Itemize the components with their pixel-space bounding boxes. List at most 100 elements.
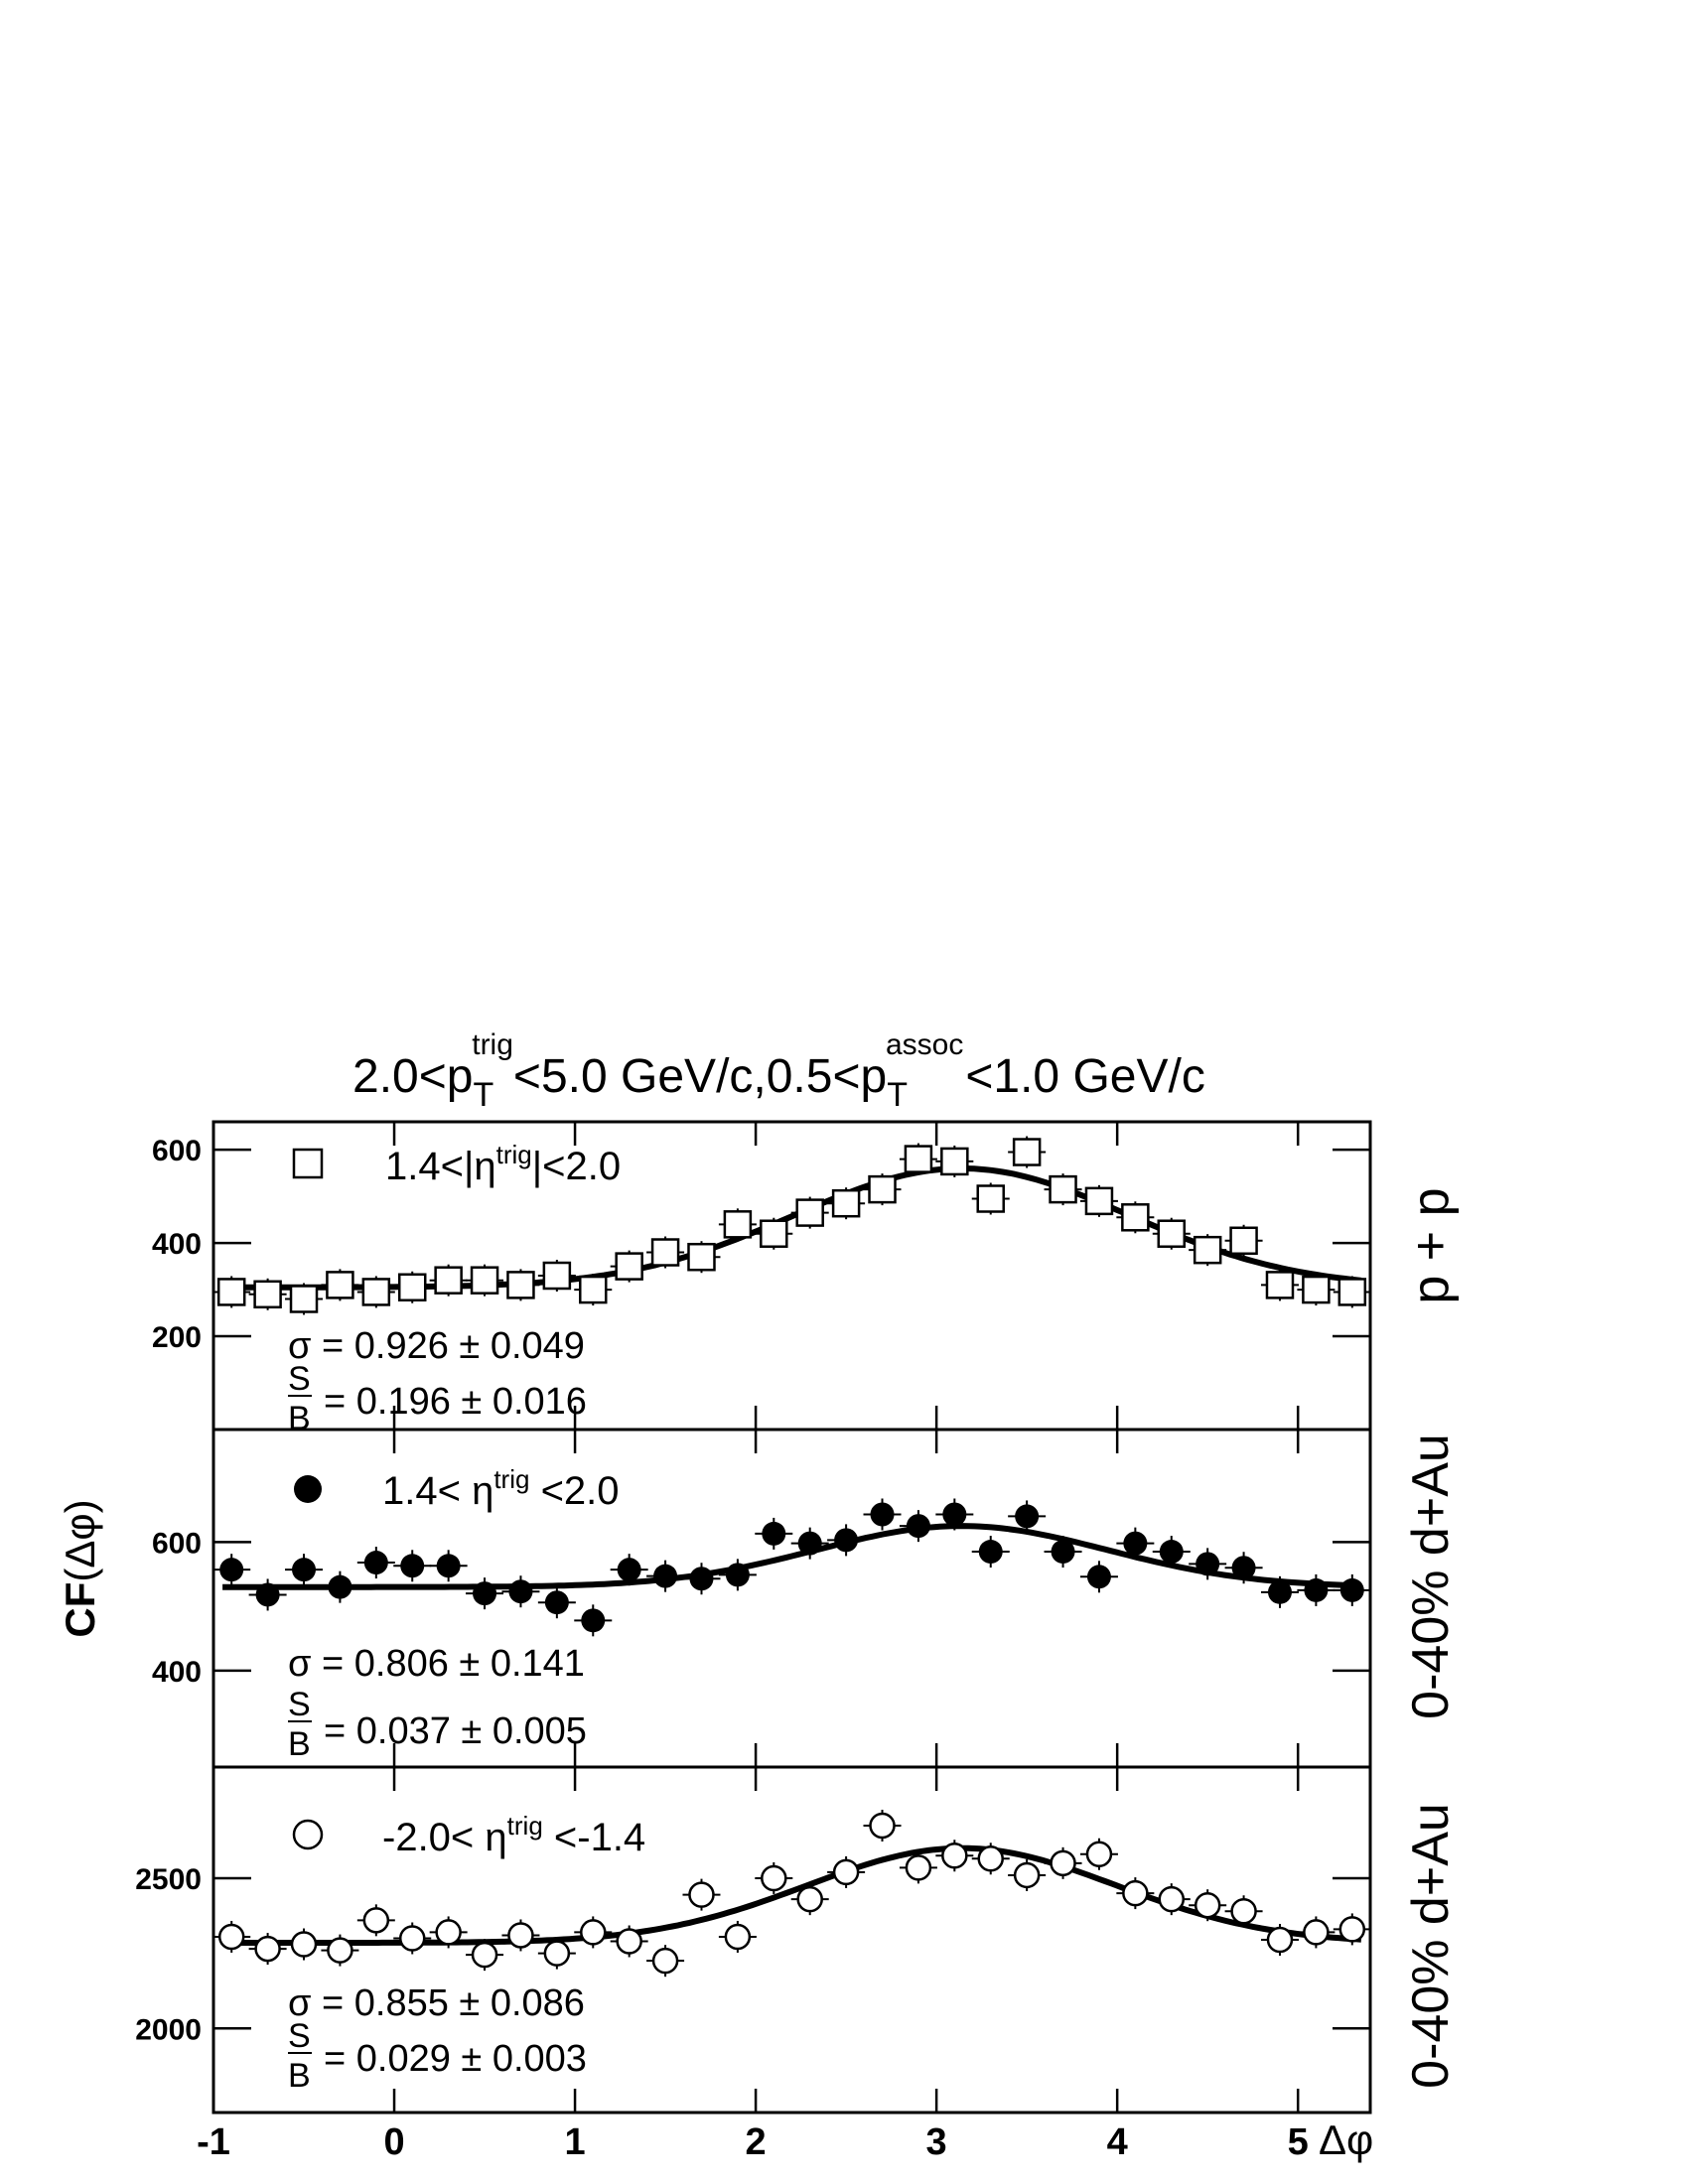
y-tick-label: 400 — [152, 1228, 202, 1261]
svg-text:B: B — [288, 1400, 311, 1437]
data-point-open — [1230, 1898, 1257, 1925]
x-tick-label: 3 — [926, 2121, 947, 2163]
title-part-2: <5.0 GeV/c,0.5<p — [513, 1050, 887, 1103]
data-point-square — [795, 1198, 824, 1227]
data-point-open — [832, 1858, 860, 1886]
data-point-square — [1193, 1235, 1222, 1265]
data-point-square — [1265, 1271, 1295, 1299]
data-point-square — [216, 1278, 246, 1306]
data-point-open — [724, 1923, 752, 1951]
data-point-filled — [762, 1521, 786, 1546]
data-point-filled — [1267, 1579, 1292, 1604]
data-point-square — [397, 1273, 427, 1301]
x-tick-label: 4 — [1107, 2121, 1128, 2163]
data-point-filled — [328, 1574, 352, 1599]
data-point-filled — [870, 1502, 895, 1527]
fit-curve — [222, 1844, 1362, 1946]
data-point-square — [1229, 1226, 1258, 1256]
x-axis-label: Δφ — [1319, 2116, 1373, 2163]
side-label-dau-1: 0-40% d+Au — [1402, 1433, 1460, 1719]
data-point-filled — [978, 1540, 1003, 1565]
data-point-square — [687, 1242, 716, 1272]
sb-annotation: S B = 0.196 ± 0.016 — [288, 1360, 587, 1437]
data-point-filled — [219, 1558, 244, 1582]
data-point-filled — [689, 1567, 714, 1591]
svg-text:B: B — [288, 1725, 311, 1763]
svg-text:S: S — [288, 2017, 311, 2055]
y-tick-label: 200 — [152, 1321, 202, 1354]
data-point-filled — [617, 1558, 641, 1582]
title-sup-2: assoc — [886, 1028, 963, 1061]
data-point-square — [940, 1147, 969, 1176]
data-point-open — [1122, 1879, 1149, 1907]
data-point-open — [1050, 1849, 1076, 1877]
data-point-filled — [725, 1563, 750, 1587]
data-point-filled — [1015, 1504, 1040, 1529]
side-label-pp: p + p — [1402, 1187, 1460, 1303]
data-point-square — [1084, 1186, 1114, 1216]
side-label-dau-2: 0-40% d+Au — [1402, 1803, 1460, 2089]
data-point-open — [1303, 1919, 1330, 1946]
data-point-open — [761, 1864, 787, 1892]
y-axis-label: CF(Δφ) — [57, 1499, 103, 1637]
data-point-open — [254, 1935, 281, 1963]
data-point-filled — [653, 1564, 678, 1588]
data-point-open — [327, 1937, 353, 1964]
data-point-open — [580, 1919, 607, 1946]
data-point-filled — [1196, 1552, 1220, 1576]
svg-text:= 0.037 ± 0.005: = 0.037 ± 0.005 — [324, 1710, 587, 1752]
data-point-open — [616, 1928, 642, 1955]
x-tick-label: 2 — [746, 2121, 767, 2163]
x-tick-label: 1 — [564, 2121, 585, 2163]
data-point-filled — [400, 1554, 425, 1578]
title-part-3: <1.0 GeV/c — [965, 1050, 1204, 1103]
data-point-square — [976, 1184, 1005, 1213]
y-axis-label-bold: CF — [57, 1582, 103, 1638]
data-point-open — [1266, 1926, 1294, 1954]
data-point-square — [1157, 1219, 1187, 1248]
data-point-square — [361, 1278, 391, 1306]
legend-marker-open-circle — [292, 1819, 324, 1850]
data-point-filled — [1086, 1565, 1111, 1589]
data-point-open — [869, 1812, 896, 1840]
data-point-square — [615, 1252, 643, 1281]
title-sub-1: T — [473, 1076, 493, 1114]
sigma-annotation: σ = 0.926 ± 0.049 — [288, 1325, 585, 1367]
svg-text:S: S — [288, 1686, 311, 1723]
data-point-open — [1085, 1841, 1113, 1868]
data-point-square — [1337, 1278, 1367, 1306]
data-point-filled — [1051, 1540, 1075, 1565]
title-sup-1: trig — [472, 1028, 513, 1061]
data-point-square — [470, 1266, 499, 1295]
data-point-filled — [473, 1581, 497, 1606]
y-axis-label-rest: (Δφ) — [57, 1499, 103, 1581]
legend-marker-open-square — [292, 1148, 324, 1179]
sb-annotation: S B = 0.029 ± 0.003 — [288, 2017, 587, 2095]
data-point-square — [253, 1280, 282, 1309]
data-point-filled — [544, 1590, 569, 1615]
data-point-square — [542, 1261, 572, 1291]
y-tick-label: 2000 — [135, 2013, 202, 2046]
data-point-open — [543, 1940, 571, 1967]
data-point-filled — [942, 1502, 967, 1527]
data-point-open — [435, 1919, 462, 1946]
data-point-filled — [292, 1558, 317, 1582]
y-tick-label: 600 — [152, 1527, 202, 1560]
data-point-square — [1121, 1203, 1150, 1232]
x-tick-label: 0 — [383, 2121, 404, 2163]
data-point-filled — [1339, 1577, 1364, 1602]
svg-text:B: B — [288, 2057, 311, 2095]
data-point-open — [1013, 1861, 1041, 1889]
data-point-square — [289, 1285, 319, 1313]
title-sub-2: T — [887, 1076, 908, 1114]
data-point-square — [831, 1188, 861, 1218]
panel-frame — [211, 1765, 1372, 2115]
data-point-filled — [906, 1514, 930, 1539]
data-point-open — [941, 1843, 968, 1869]
chart-title: 2.0<pTtrig<5.0 GeV/c,0.5<pTassoc<1.0 GeV… — [352, 1028, 1205, 1114]
data-point-filled — [1304, 1577, 1329, 1602]
data-point-open — [905, 1854, 932, 1881]
panel-pp: 200 400 600 1.4<|ηtrig|<2.0 σ = 0.926 ± 0.… — [152, 1120, 1372, 1437]
data-point-filled — [797, 1531, 822, 1556]
data-point-square — [904, 1145, 933, 1173]
